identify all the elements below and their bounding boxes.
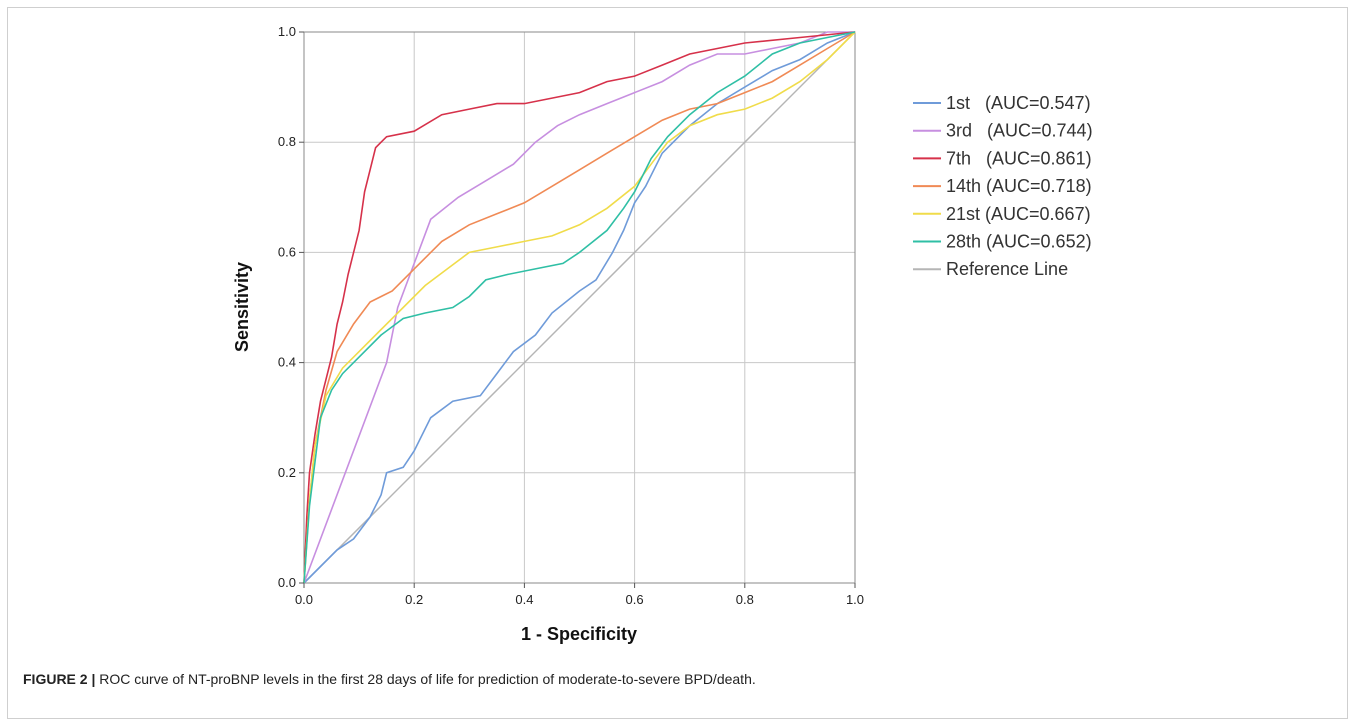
axes-layer (303, 31, 856, 584)
legend-label-28th: 28th (AUC=0.652) (946, 232, 1092, 252)
x-tick-label: 1.0 (846, 592, 864, 607)
legend-label-14th: 14th (AUC=0.718) (946, 176, 1092, 196)
series-line-28th (303, 31, 856, 584)
legend-label-7th: 7th (AUC=0.861) (946, 148, 1092, 168)
y-axis-title: Sensitivity (232, 262, 252, 352)
series-line-1st (303, 31, 856, 584)
x-tick-label: 0.8 (736, 592, 754, 607)
series-line-3rd (303, 31, 855, 584)
series-line-7th (303, 31, 856, 584)
legend-label-1st: 1st (AUC=0.547) (946, 93, 1091, 113)
legend-label-3rd: 3rd (AUC=0.744) (946, 121, 1093, 141)
series-line-14th (303, 31, 856, 584)
series-line-21st (303, 31, 856, 584)
legend: 1st (AUC=0.547) 3rd (AUC=0.744) 7th (AUC=0… (913, 93, 1093, 279)
ticks-layer: 0.0 0.2 0.4 0.6 0.8 1.0 0.0 0.2 0.4 0.6 0.8 1.0 (278, 24, 864, 607)
caption-text: ROC curve of NT-proBNP levels in the fir… (95, 671, 756, 687)
x-axis-title: 1 - Specificity (521, 624, 637, 644)
y-tick-label: 0.2 (278, 465, 296, 480)
series-line-reference (303, 31, 856, 584)
y-tick-label: 0.4 (278, 355, 296, 370)
y-tick-label: 1.0 (278, 24, 296, 39)
figure-caption: FIGURE 2 | ROC curve of NT-proBNP levels… (23, 671, 756, 687)
y-tick-label: 0.8 (278, 134, 296, 149)
x-tick-label: 0.6 (626, 592, 644, 607)
y-tick-label: 0.6 (278, 244, 296, 259)
legend-label-21st: 21st (AUC=0.667) (946, 204, 1091, 224)
y-tick-label: 0.0 (278, 575, 296, 590)
x-tick-label: 0.0 (295, 592, 313, 607)
plot-border (303, 31, 856, 584)
caption-label: FIGURE 2 | (23, 671, 96, 687)
series-layer (303, 31, 856, 584)
x-tick-label: 0.4 (515, 592, 533, 607)
x-tick-label: 0.2 (405, 592, 423, 607)
legend-label-reference: Reference Line (946, 259, 1068, 279)
